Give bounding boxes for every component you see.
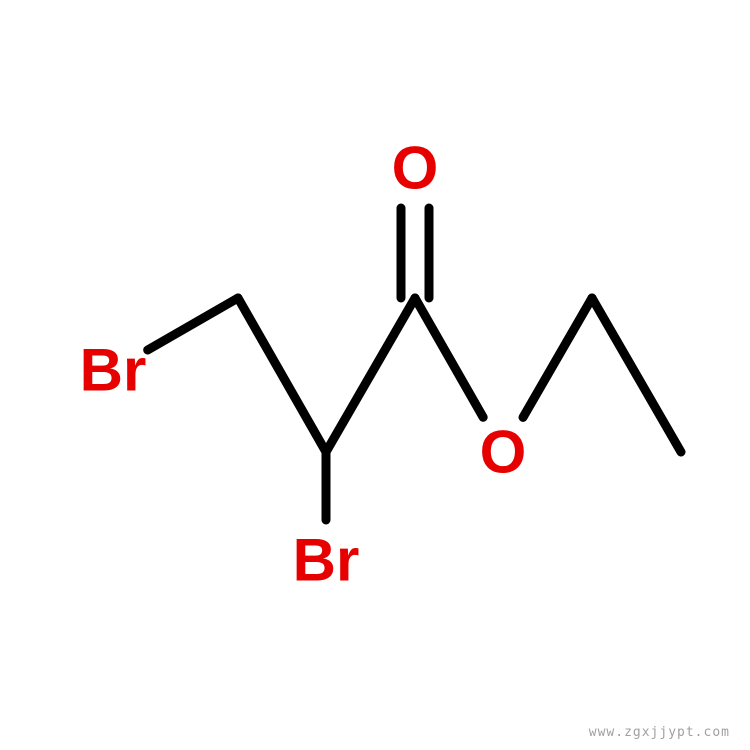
bond-line xyxy=(238,298,326,452)
molecule-diagram: Br Br O O xyxy=(0,0,750,750)
bond-line xyxy=(592,298,681,452)
atom-label-br: Br xyxy=(293,527,360,594)
atom-label-br: Br xyxy=(80,337,147,404)
bond-line xyxy=(148,298,238,350)
bond-line xyxy=(415,298,483,417)
watermark-text: www.zgxjjypt.com xyxy=(589,725,730,740)
bond-line xyxy=(523,298,592,417)
atom-label-o: O xyxy=(480,419,527,486)
atom-label-o: O xyxy=(392,135,439,202)
bond-line xyxy=(326,298,415,452)
